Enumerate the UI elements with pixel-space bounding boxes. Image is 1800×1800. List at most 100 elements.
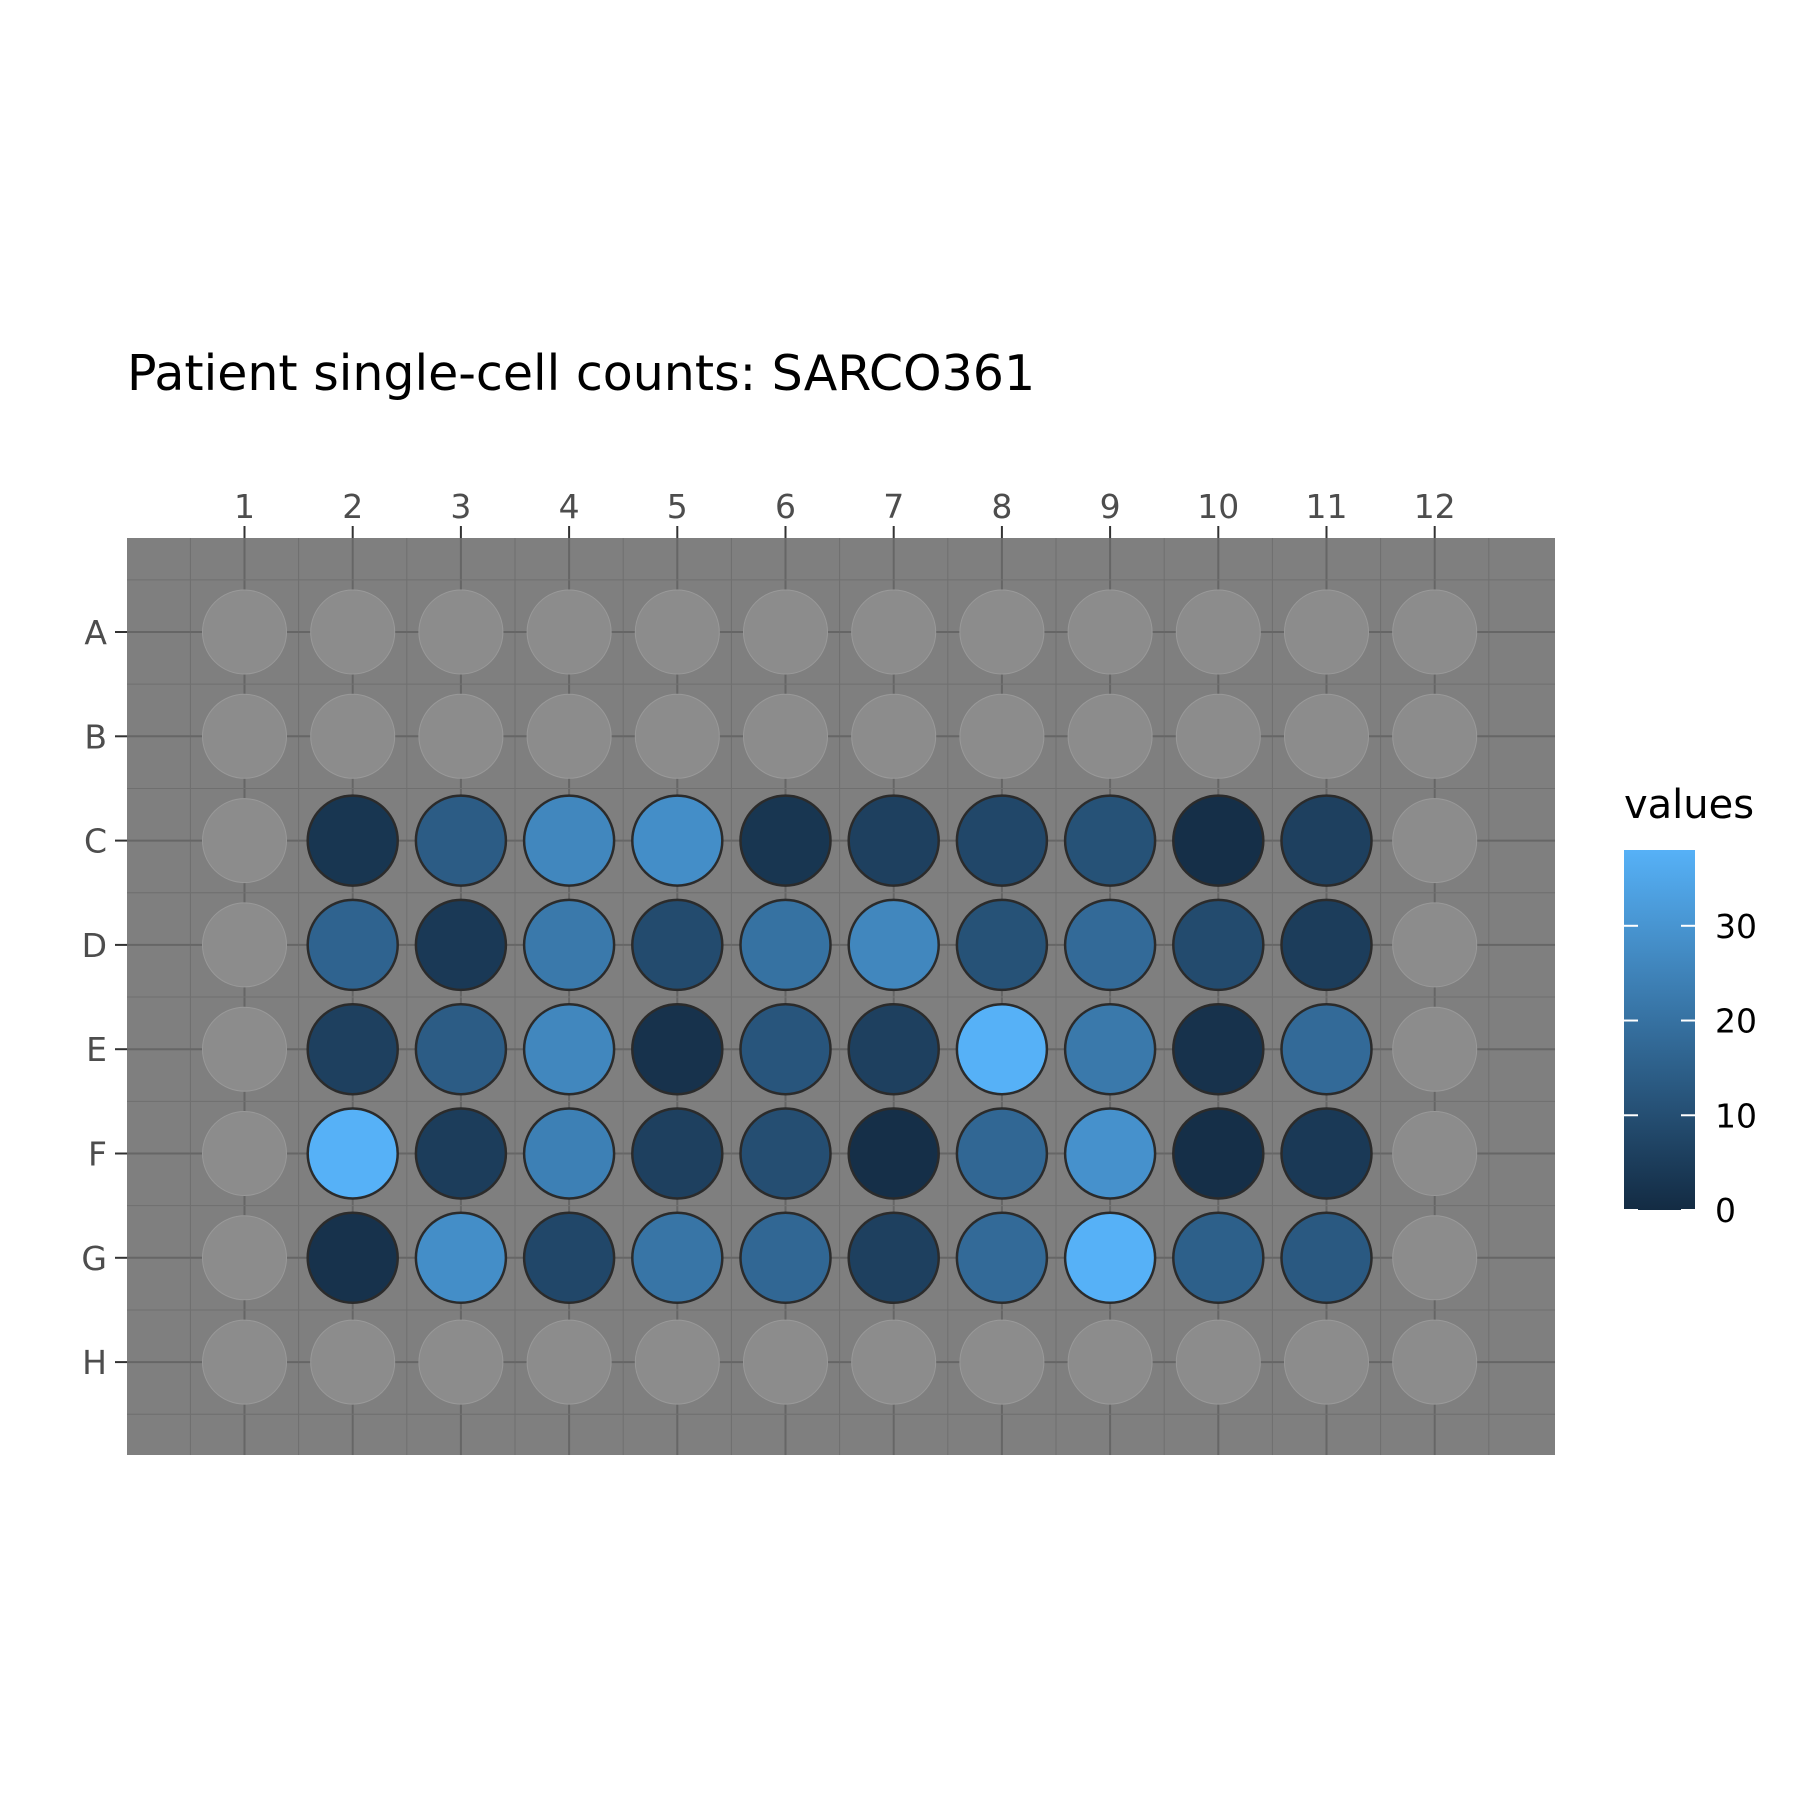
row-axis: A B C D E F G H [81, 613, 127, 1382]
empty-well [310, 693, 396, 779]
well-C3 [414, 794, 508, 887]
well-E3 [414, 1002, 508, 1096]
well-C5 [631, 794, 724, 887]
well-C6 [739, 794, 832, 887]
empty-well [1392, 589, 1478, 675]
well-G8 [955, 1211, 1049, 1305]
row-tick-label: A [84, 613, 107, 652]
well-D11 [1280, 898, 1373, 992]
well-F8 [955, 1107, 1049, 1200]
empty-well [1284, 1319, 1369, 1405]
well-D4 [522, 898, 616, 992]
legend-ticks: 0 10 20 30 [1624, 907, 1757, 1230]
empty-well [202, 1111, 287, 1196]
column-tick-label: 4 [559, 487, 580, 526]
well-F4 [522, 1107, 616, 1200]
well-E4 [522, 1002, 616, 1096]
empty-well [1175, 589, 1261, 675]
column-axis: 1 2 3 4 5 6 7 8 9 10 11 12 [234, 487, 1456, 538]
empty-well [1392, 1006, 1478, 1092]
well-G4 [522, 1211, 616, 1305]
colorbar [1624, 850, 1695, 1210]
well-F11 [1280, 1107, 1373, 1200]
empty-well [851, 693, 937, 779]
well-G11 [1280, 1211, 1373, 1305]
well-F10 [1172, 1107, 1265, 1200]
empty-well [202, 1319, 287, 1405]
empty-well [1067, 589, 1153, 675]
well-G9 [1063, 1211, 1157, 1305]
well-C8 [955, 794, 1049, 887]
empty-well [634, 589, 720, 675]
column-tick-label: 9 [1100, 487, 1121, 526]
row-tick-label: F [88, 1135, 107, 1174]
empty-well [1284, 693, 1369, 779]
empty-well [1175, 1319, 1261, 1405]
empty-well [310, 1319, 396, 1405]
empty-well [1175, 693, 1261, 779]
column-tick-label: 10 [1197, 487, 1239, 526]
empty-well [959, 693, 1045, 779]
well-D3 [414, 898, 508, 992]
empty-well [1392, 1111, 1478, 1196]
well-D6 [739, 898, 832, 992]
well-C4 [522, 794, 616, 887]
empty-well [743, 1319, 828, 1405]
empty-well [1392, 902, 1478, 988]
empty-well [634, 1319, 720, 1405]
empty-well [526, 693, 612, 779]
well-E11 [1280, 1002, 1373, 1096]
wells [202, 589, 1478, 1405]
empty-well [202, 1006, 287, 1092]
legend-title: values [1624, 782, 1754, 828]
row-tick-label: B [84, 717, 107, 756]
well-F7 [847, 1107, 940, 1200]
well-C7 [847, 794, 940, 887]
well-C11 [1280, 794, 1373, 887]
well-C9 [1063, 794, 1157, 887]
well-E10 [1172, 1002, 1265, 1096]
column-tick-label: 8 [991, 487, 1012, 526]
well-G7 [847, 1211, 940, 1305]
chart-title: Patient single-cell counts: SARCO361 [127, 345, 1035, 402]
well-E6 [739, 1002, 832, 1096]
well-G5 [631, 1211, 724, 1305]
well-D10 [1172, 898, 1265, 992]
row-tick-label: C [84, 822, 107, 861]
empty-well [743, 693, 828, 779]
empty-well [1284, 589, 1369, 675]
empty-well [1392, 1215, 1478, 1301]
empty-well [959, 1319, 1045, 1405]
well-E8 [955, 1002, 1049, 1096]
empty-well [202, 589, 287, 675]
row-tick-label: H [82, 1343, 107, 1382]
empty-well [202, 798, 287, 884]
empty-well [526, 1319, 612, 1405]
column-tick-label: 2 [342, 487, 363, 526]
empty-well [418, 1319, 504, 1405]
empty-well [1067, 693, 1153, 779]
well-G10 [1172, 1211, 1265, 1305]
legend-tick-label: 10 [1715, 1096, 1757, 1135]
well-E2 [306, 1002, 399, 1096]
well-G6 [739, 1211, 832, 1305]
empty-well [526, 589, 612, 675]
row-tick-label: E [86, 1030, 107, 1069]
empty-well [202, 1215, 287, 1301]
row-tick-label: G [81, 1239, 107, 1278]
row-tick-label: D [82, 926, 107, 965]
well-F5 [631, 1107, 724, 1200]
legend-tick-label: 0 [1715, 1191, 1736, 1230]
well-E7 [847, 1002, 940, 1096]
well-C10 [1172, 794, 1265, 887]
empty-well [202, 693, 287, 779]
empty-well [418, 693, 504, 779]
well-D9 [1063, 898, 1157, 992]
empty-well [310, 589, 396, 675]
well-E5 [631, 1002, 724, 1096]
well-F3 [414, 1107, 508, 1200]
empty-well [1392, 798, 1478, 884]
column-tick-label: 5 [667, 487, 688, 526]
legend-tick-label: 20 [1715, 1002, 1757, 1041]
